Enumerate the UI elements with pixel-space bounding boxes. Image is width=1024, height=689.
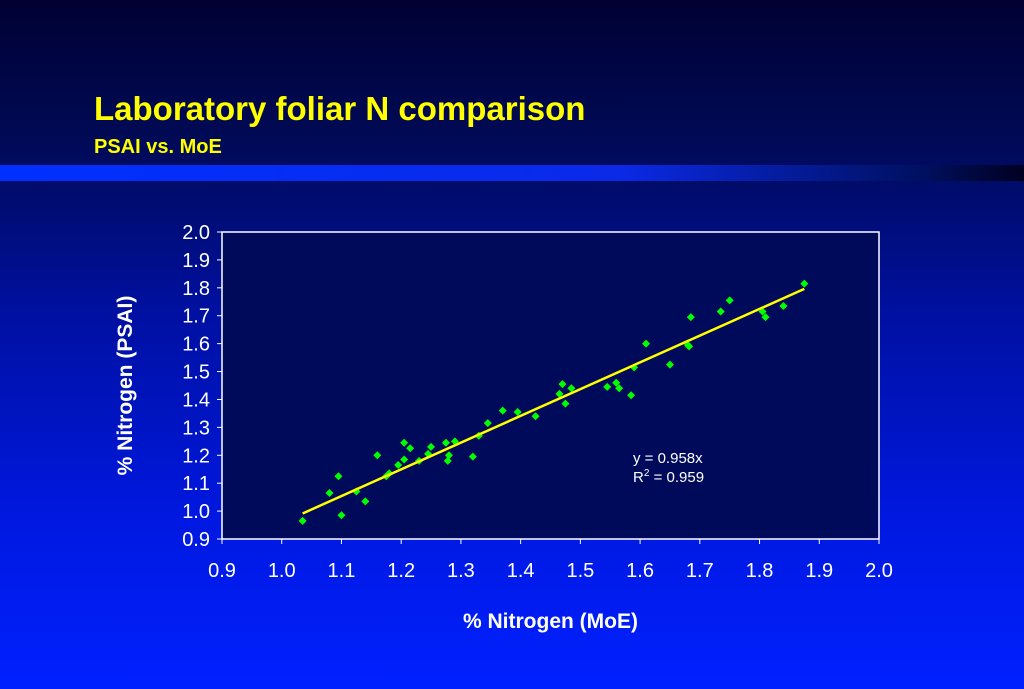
y-tick-label: 1.7 [182,306,210,328]
y-tick-label: 1.5 [182,362,210,384]
y-tick-label: 1.8 [182,278,210,300]
x-tick-label: 1.8 [746,560,774,582]
data-point [427,442,436,451]
data-point [685,342,694,351]
data-point [686,313,695,322]
x-axis-label: % Nitrogen (MoE) [463,610,638,633]
y-axis: 2.0 1.9 1.8 1.7 1.6 1.5 1.4 1.3 1.2 1.1 1.0 0.9 [182,222,222,551]
data-point [483,419,492,428]
r-squared-superscript: 2 [644,468,650,479]
y-tick-label: 0.9 [182,529,210,551]
data-point [394,461,403,470]
data-point [615,384,624,393]
data-point [555,389,564,398]
x-tick-label: 1.2 [387,560,415,582]
data-point [567,384,576,393]
x-tick-label: 1.1 [328,560,356,582]
data-point [373,451,382,460]
data-point [531,412,540,421]
data-point [441,438,450,447]
data-point [558,380,567,389]
data-point [725,296,734,305]
data-point [513,408,522,417]
data-point [800,279,809,288]
r-squared-value: = 0.959 [649,469,704,486]
x-tick-label: 2.0 [865,560,893,582]
data-point [761,313,770,322]
x-tick-label: 1.3 [447,560,475,582]
x-tick-label: 1.6 [626,560,654,582]
data-point [334,472,343,481]
data-point [665,360,674,369]
r-squared-prefix: R [633,469,644,486]
x-tick-label: 1.4 [507,560,535,582]
data-point [444,451,453,460]
x-tick-label: 0.9 [208,560,236,582]
plot-area [221,231,880,540]
y-tick-label: 1.0 [182,501,210,523]
y-tick-label: 1.2 [182,445,210,467]
r-squared-label: R2 = 0.959 [633,468,704,486]
data-point [716,307,725,316]
slide-title: Laboratory foliar N comparison [94,90,586,127]
y-tick-label: 1.9 [182,250,210,272]
data-point [406,444,415,453]
y-tick-label: 1.6 [182,334,210,356]
data-point [443,456,452,465]
data-point [400,455,409,464]
x-tick-label: 1.7 [686,560,714,582]
x-tick-label: 1.5 [566,560,594,582]
y-tick-label: 1.3 [182,417,210,439]
data-point [642,339,651,348]
y-tick-label: 2.0 [182,222,210,244]
data-point [603,382,612,391]
data-point [627,391,636,400]
data-point [561,399,570,408]
trendline-equation: y = 0.958x [633,450,703,467]
y-tick-label: 1.1 [182,473,210,495]
data-point [779,301,788,310]
data-point [498,406,507,415]
data-point [361,497,370,506]
data-point [468,452,477,461]
slide-subtitle: PSAI vs. MoE [94,136,222,158]
title-separator-band [0,165,1024,181]
y-tick-label: 1.4 [182,389,210,411]
trendline [302,287,805,515]
y-axis-label: % Nitrogen (PSAI) [114,296,137,476]
data-point [325,488,334,497]
data-point [612,378,621,387]
data-point [400,438,409,447]
data-point [298,516,307,525]
x-axis: 0.9 1.0 1.1 1.2 1.3 1.4 1.5 1.6 1.7 1.8 1.9 2.0 [208,539,893,582]
data-point [337,511,346,520]
x-tick-label: 1.0 [268,560,296,582]
x-tick-label: 1.9 [805,560,833,582]
